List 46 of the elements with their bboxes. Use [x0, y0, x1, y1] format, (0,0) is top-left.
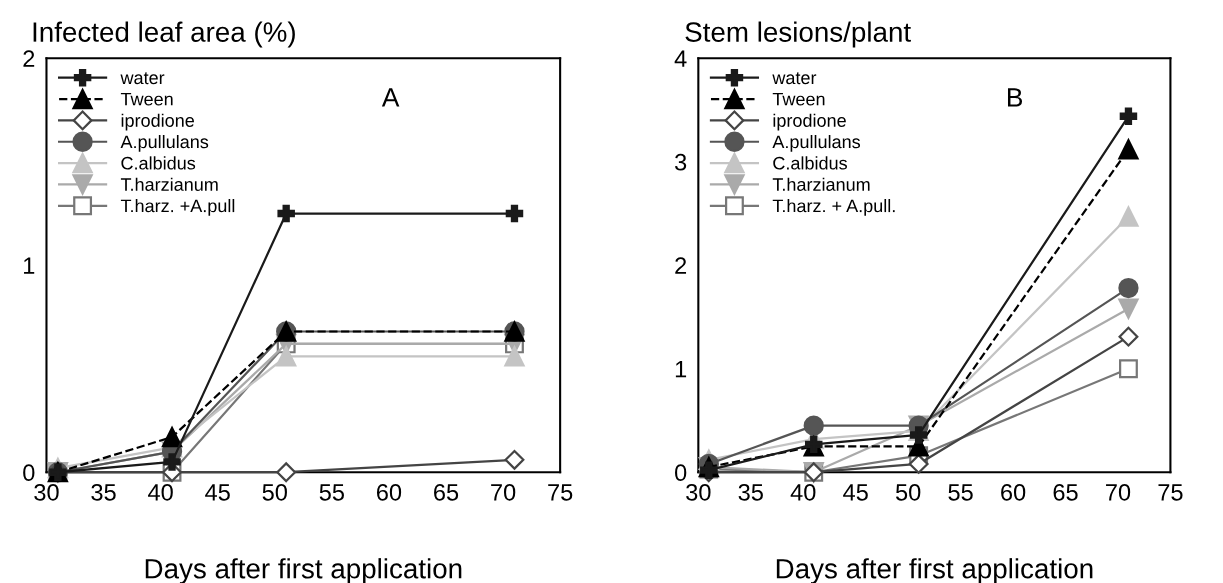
legend-label: iprodione	[773, 113, 846, 131]
x-tick-label: 60	[1001, 483, 1026, 501]
legend-label: A.pullulans	[120, 134, 209, 152]
x-tick-label: 55	[948, 484, 973, 501]
legend-label: T.harzianum	[772, 177, 870, 191]
x-tick-label: 55	[319, 484, 344, 501]
legend-label: iprodione	[121, 113, 194, 131]
x-tick-label: 75	[548, 484, 573, 501]
x-tick-label: 30	[34, 483, 59, 501]
y-tick-label: 0	[675, 464, 687, 482]
x-tick-label: 35	[91, 483, 116, 501]
legend-label: A.pullulans	[772, 134, 861, 152]
x-tick-label: 60	[376, 483, 402, 501]
x-tick-label: 45	[843, 484, 868, 501]
annotation: A	[381, 88, 400, 107]
y-tick-label: 2	[675, 257, 687, 274]
x-tick-label: 45	[205, 484, 230, 501]
y-tick-label: 2	[23, 50, 35, 67]
x-tick-label: 30	[686, 483, 711, 501]
x-tick-label: 40	[790, 483, 816, 501]
y-tick-label: 4	[674, 50, 687, 67]
legend-label: water	[120, 72, 165, 85]
x-tick-label: 70	[491, 483, 516, 501]
y-tick-label: 1	[675, 361, 687, 378]
legend-label: T.harz. + A.pull.	[772, 199, 895, 216]
x-tick-label: 65	[434, 483, 459, 501]
y-tick-label: 1	[24, 257, 35, 274]
x-tick-label: 65	[1053, 483, 1078, 501]
x-tick-label: 50	[262, 483, 287, 501]
annotation: B	[1007, 88, 1023, 107]
y-tick-label: 3	[674, 153, 687, 171]
y-tick-label: 0	[23, 464, 35, 482]
legend-label: C.albidus	[773, 156, 847, 170]
x-tick-label: 40	[148, 483, 173, 501]
legend-label: C.albidus	[121, 156, 196, 170]
x-tick-label: 35	[738, 483, 763, 501]
x-tick-label: 50	[895, 483, 921, 501]
x-tick-label: 75	[1158, 484, 1183, 501]
chart-title: Stem lesions/plant	[685, 21, 911, 48]
chart-title: Infected leaf area (%)	[33, 21, 295, 48]
legend-label: T.harz. +A.pull	[120, 199, 235, 216]
legend-label: Tween	[120, 92, 173, 106]
legend-label: T.harzianum	[120, 177, 218, 191]
legend-label: Tween	[772, 92, 825, 106]
x-tick-label: 70	[1106, 483, 1131, 501]
legend-label: water	[772, 72, 817, 85]
